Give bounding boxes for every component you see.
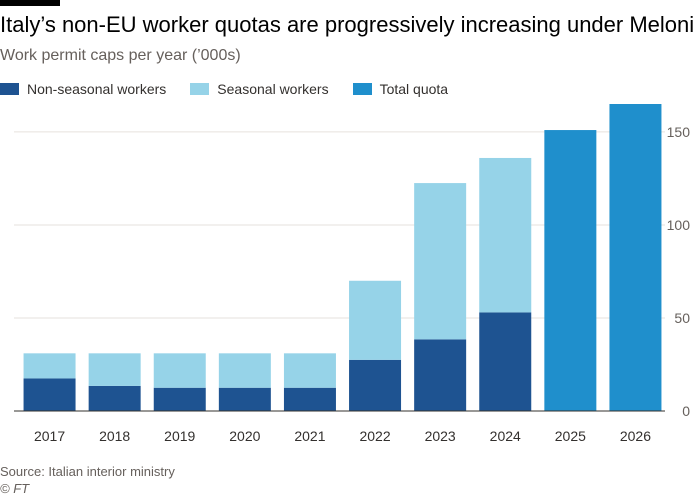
legend-label-total: Total quota bbox=[379, 81, 449, 97]
bar-seasonal-workers-2018 bbox=[88, 353, 141, 386]
bar-non-seasonal-workers-2021 bbox=[283, 387, 336, 411]
legend-swatch-total bbox=[352, 83, 372, 95]
x-tick-label-2022: 2022 bbox=[359, 428, 390, 444]
x-tick-label-2018: 2018 bbox=[99, 428, 130, 444]
legend-item-seasonal: Seasonal workers bbox=[190, 81, 329, 97]
bar-non-seasonal-workers-2023 bbox=[414, 339, 467, 411]
bar-seasonal-workers-2017 bbox=[23, 353, 76, 379]
bar-non-seasonal-workers-2024 bbox=[479, 312, 532, 411]
bar-non-seasonal-workers-2017 bbox=[23, 378, 76, 411]
bar-seasonal-workers-2021 bbox=[283, 353, 336, 388]
bar-seasonal-workers-2024 bbox=[479, 157, 532, 313]
legend-item-total: Total quota bbox=[352, 81, 449, 97]
bar-total-quota-2026 bbox=[609, 104, 662, 411]
legend-swatch-seasonal bbox=[190, 83, 210, 95]
bar-seasonal-workers-2020 bbox=[218, 353, 271, 388]
bar-non-seasonal-workers-2019 bbox=[153, 387, 206, 411]
legend-swatch-non-seasonal bbox=[0, 83, 19, 95]
x-tick-label-2025: 2025 bbox=[555, 428, 586, 444]
copyright-note: © FT bbox=[0, 481, 30, 496]
y-tick-label-50: 50 bbox=[674, 310, 690, 326]
y-tick-label-100: 100 bbox=[667, 217, 691, 233]
y-tick-label-150: 150 bbox=[667, 124, 691, 140]
bar-seasonal-workers-2023 bbox=[414, 183, 467, 340]
legend-label-non-seasonal: Non-seasonal workers bbox=[27, 81, 167, 97]
chart-legend: Non-seasonal workers Seasonal workers To… bbox=[0, 79, 472, 99]
brand-bar bbox=[0, 0, 60, 6]
chart-subtitle: Work permit caps per year (’000s) bbox=[0, 47, 241, 64]
bar-non-seasonal-workers-2022 bbox=[349, 359, 402, 411]
legend-label-seasonal: Seasonal workers bbox=[217, 81, 329, 97]
x-tick-label-2019: 2019 bbox=[164, 428, 195, 444]
x-tick-label-2021: 2021 bbox=[294, 428, 325, 444]
bar-non-seasonal-workers-2018 bbox=[88, 385, 141, 411]
x-tick-label-2017: 2017 bbox=[34, 428, 65, 444]
bar-seasonal-workers-2019 bbox=[153, 353, 206, 388]
bar-non-seasonal-workers-2020 bbox=[218, 387, 271, 411]
x-tick-label-2023: 2023 bbox=[425, 428, 456, 444]
bar-seasonal-workers-2022 bbox=[349, 280, 402, 360]
legend-item-non-seasonal: Non-seasonal workers bbox=[0, 81, 166, 97]
x-tick-label-2020: 2020 bbox=[229, 428, 260, 444]
bar-total-quota-2025 bbox=[544, 130, 597, 412]
y-tick-label-0: 0 bbox=[682, 403, 690, 419]
x-tick-label-2024: 2024 bbox=[490, 428, 521, 444]
chart-title: Italy’s non-EU worker quotas are progres… bbox=[0, 12, 695, 37]
source-note: Source: Italian interior ministry bbox=[0, 464, 175, 479]
x-tick-label-2026: 2026 bbox=[620, 428, 651, 444]
